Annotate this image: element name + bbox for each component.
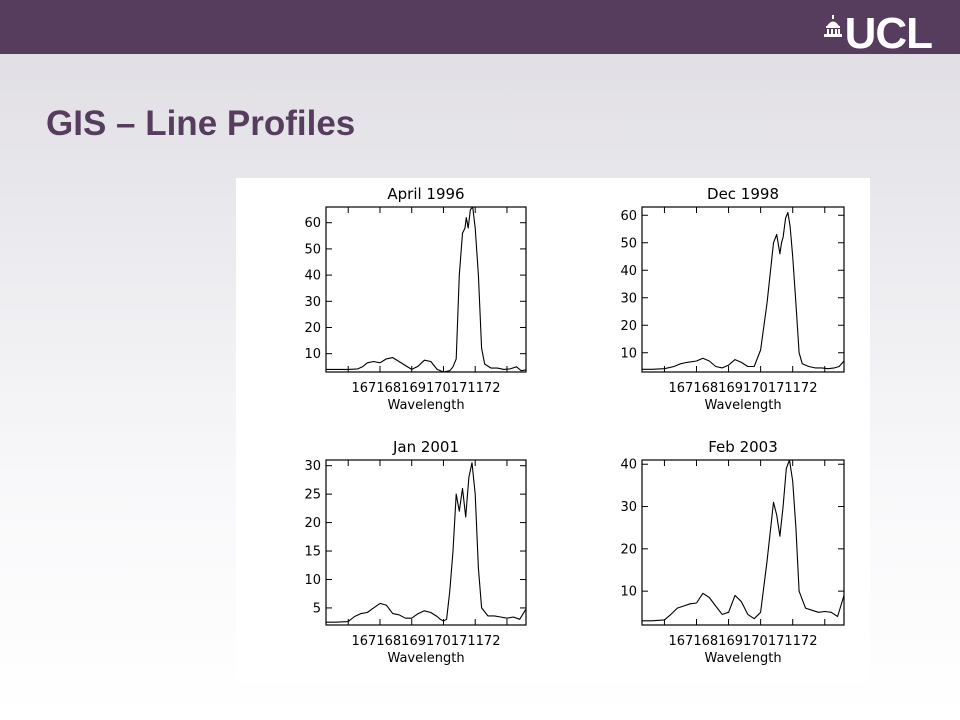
x-tick-labels: 167168169170171172 bbox=[352, 634, 501, 649]
x-tick-label: 172 bbox=[793, 634, 818, 649]
x-tick-label: 171 bbox=[451, 381, 476, 396]
x-tick-label: 167 bbox=[352, 634, 377, 649]
x-tick-label: 171 bbox=[768, 381, 793, 396]
y-tick-label: 15 bbox=[304, 545, 321, 560]
y-tick-label: 40 bbox=[304, 269, 321, 284]
ucl-dome-icon bbox=[823, 15, 842, 37]
plot-panel-1: April 1996 10 20 30 40 50 60 167168169170171172… bbox=[304, 185, 527, 413]
x-tick-label: 169 bbox=[718, 381, 743, 396]
x-tick-label: 172 bbox=[476, 381, 501, 396]
x-tick-label: 169 bbox=[401, 381, 426, 396]
x-tick-label: 168 bbox=[693, 381, 718, 396]
series-line-1 bbox=[326, 462, 527, 623]
y-tick-label: 20 bbox=[620, 319, 637, 334]
y-tick-label: 20 bbox=[304, 321, 321, 336]
x-tick-label: 170 bbox=[743, 381, 768, 396]
plot-title: Dec 1998 bbox=[707, 185, 779, 203]
slide-title: GIS – Line Profiles bbox=[46, 104, 356, 143]
y-tick-label: 50 bbox=[620, 236, 637, 251]
x-tick-label: 169 bbox=[718, 634, 743, 649]
y-tick-label: 60 bbox=[304, 216, 321, 231]
plot-title: April 1996 bbox=[387, 185, 464, 203]
x-axis-label: Wavelength bbox=[387, 398, 464, 413]
x-tick-labels: 167168169170171172 bbox=[352, 381, 501, 396]
x-axis-label: Wavelength bbox=[704, 651, 781, 666]
plot-panel-3: Jan 2001 5 10 15 20 25 30 167168169170171172 Wav… bbox=[304, 438, 527, 666]
y-tick-label: 20 bbox=[304, 516, 321, 531]
x-tick-label: 169 bbox=[401, 634, 426, 649]
plot-frame bbox=[641, 459, 845, 626]
x-tick-label: 168 bbox=[693, 634, 718, 649]
y-tick-label: 40 bbox=[620, 458, 637, 473]
x-tick-labels: 167168169170171172 bbox=[669, 381, 818, 396]
y-tick-label: 10 bbox=[620, 346, 637, 361]
line-profile-figure: April 1996 10 20 30 40 50 60 167168169170171172… bbox=[236, 178, 870, 683]
x-tick-label: 170 bbox=[743, 634, 768, 649]
y-tick-label: 10 bbox=[304, 347, 321, 362]
ucl-logo: UCL bbox=[823, 9, 933, 58]
x-axis-label: Wavelength bbox=[704, 398, 781, 413]
plot-frame bbox=[641, 206, 845, 373]
x-axis-label: Wavelength bbox=[387, 651, 464, 666]
x-tick-label: 172 bbox=[476, 634, 501, 649]
y-tick-label: 30 bbox=[304, 295, 321, 310]
plot-frame bbox=[325, 459, 527, 626]
y-tick-label: 60 bbox=[620, 209, 637, 224]
plot-title: Feb 2003 bbox=[708, 438, 778, 456]
line-profile-plots: April 1996102030405060167168169170171172… bbox=[304, 185, 845, 666]
y-tick-label: 30 bbox=[620, 291, 637, 306]
x-tick-label: 171 bbox=[451, 634, 476, 649]
x-tick-label: 171 bbox=[768, 634, 793, 649]
y-tick-label: 30 bbox=[304, 459, 321, 474]
y-tick-label: 30 bbox=[620, 500, 637, 515]
x-tick-label: 167 bbox=[669, 634, 694, 649]
y-tick-label: 10 bbox=[620, 585, 637, 600]
x-tick-label: 170 bbox=[426, 381, 451, 396]
x-tick-label: 167 bbox=[669, 381, 694, 396]
plot-frame bbox=[325, 206, 527, 373]
series-line-1 bbox=[326, 206, 527, 373]
y-tick-label: 40 bbox=[620, 264, 637, 279]
y-tick-label: 10 bbox=[304, 573, 321, 588]
plot-panel-4: Feb 2003 10 20 30 40 167168169170171172 Wavele… bbox=[620, 438, 845, 666]
x-tick-labels: 167168169170171172 bbox=[669, 634, 818, 649]
plot-panel-2: Dec 1998 10 20 30 40 50 60 167168169170171172 Wa… bbox=[620, 185, 845, 413]
series-line-1 bbox=[642, 459, 845, 622]
ucl-logo-text: UCL bbox=[844, 9, 933, 58]
y-tick-label: 5 bbox=[313, 601, 321, 616]
top-bar bbox=[0, 0, 960, 54]
y-tick-label: 50 bbox=[304, 242, 321, 257]
x-tick-label: 167 bbox=[352, 381, 377, 396]
y-tick-label: 25 bbox=[304, 488, 321, 503]
plot-title: Jan 2001 bbox=[392, 438, 459, 456]
x-tick-label: 168 bbox=[376, 381, 401, 396]
x-tick-label: 170 bbox=[426, 634, 451, 649]
y-tick-label: 20 bbox=[620, 542, 637, 557]
x-tick-label: 168 bbox=[376, 634, 401, 649]
series-line-1 bbox=[642, 211, 845, 370]
x-tick-label: 172 bbox=[793, 381, 818, 396]
